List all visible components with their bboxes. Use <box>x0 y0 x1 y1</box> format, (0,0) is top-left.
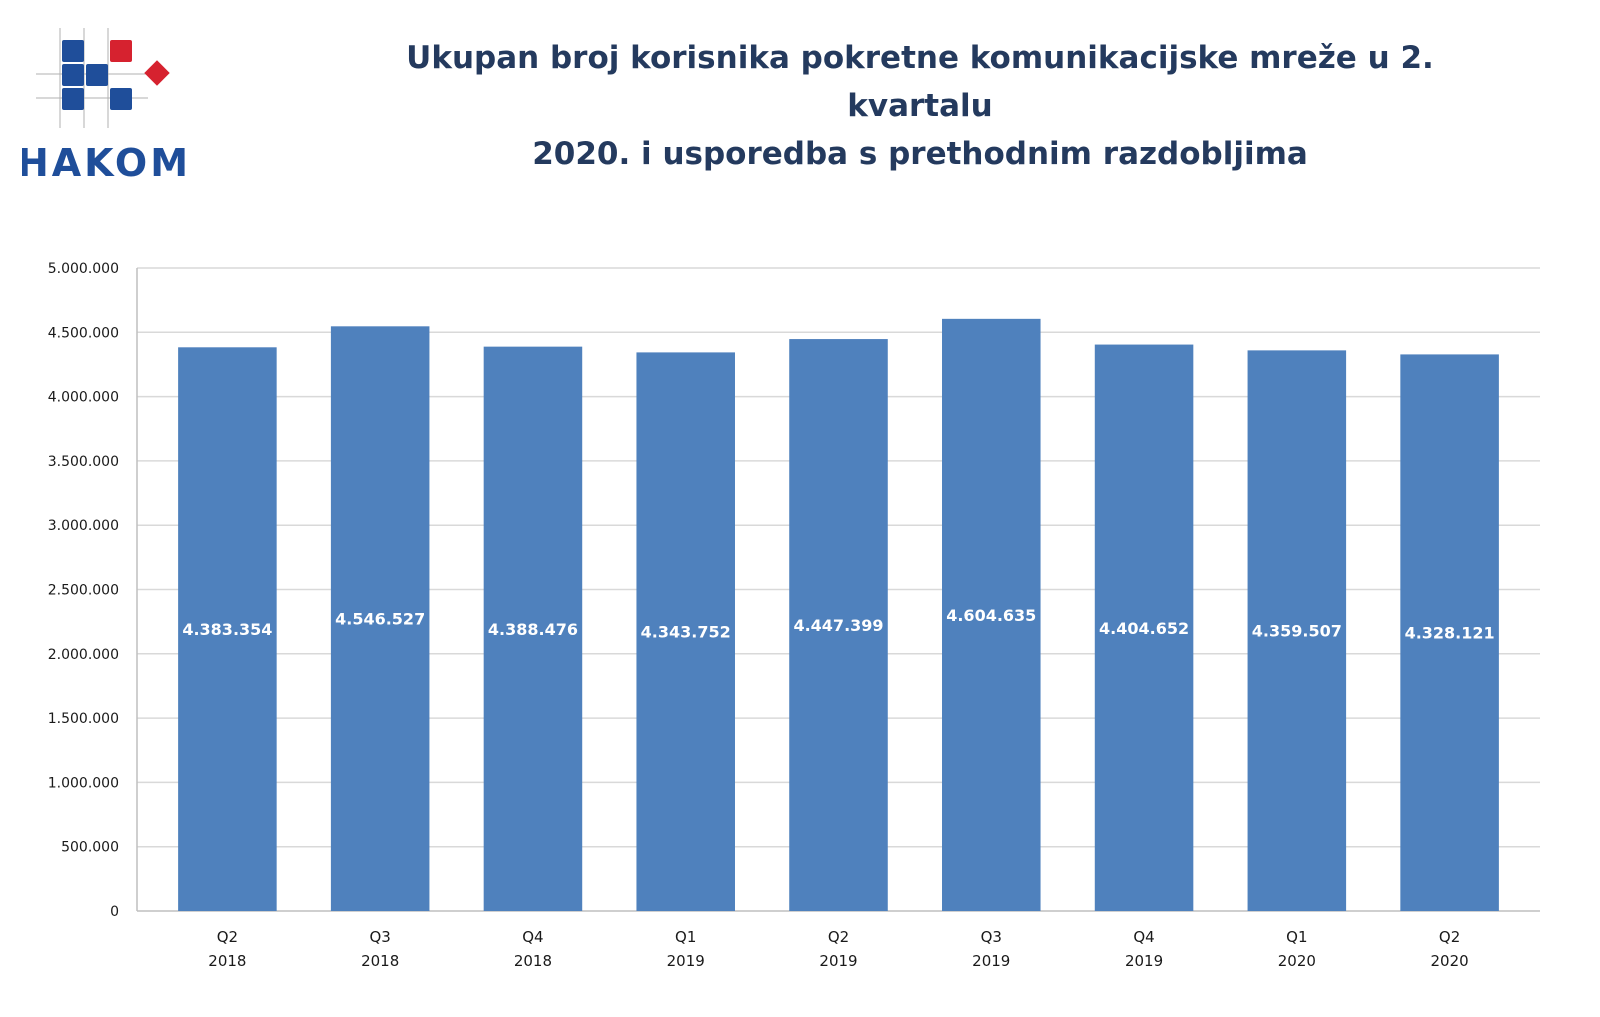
y-tick-label: 4.000.000 <box>48 390 119 406</box>
bar-value-label: 4.546.527 <box>335 610 425 629</box>
chart-title: Ukupan broj korisnika pokretne komunikac… <box>330 34 1510 178</box>
bar-value-label: 4.328.121 <box>1405 624 1495 643</box>
x-axis-category-labels: Q2 2018 Q3 2018 Q4 2018 Q1 2019 Q2 2019 Q3 2019 Q4 20… <box>208 928 1468 970</box>
x-category-year: 2018 <box>208 952 246 970</box>
x-category-quarter: Q1 <box>675 928 696 946</box>
bar-value-label: 4.404.652 <box>1099 619 1189 638</box>
y-tick-label: 4.500.000 <box>48 325 119 341</box>
bar <box>1400 354 1499 911</box>
y-tick-label: 2.000.000 <box>48 647 119 663</box>
chart-title-line-2: 2020. i usporedba s prethodnim razdoblji… <box>532 136 1308 172</box>
bar <box>330 326 430 911</box>
y-axis-tick-labels: 0 500.000 1.000.000 1.500.000 2.000.000 2.500… <box>48 261 119 920</box>
logo-square <box>110 40 132 62</box>
x-category-year: 2018 <box>361 952 399 970</box>
y-tick-label: 1.500.000 <box>48 711 119 727</box>
logo-square <box>62 88 84 110</box>
bar-value-label: 4.388.476 <box>488 620 578 639</box>
bar-value-label: 4.604.635 <box>946 606 1036 625</box>
bar <box>483 346 583 912</box>
y-tick-label: 5.000.000 <box>48 261 119 277</box>
chart-title-line-1: Ukupan broj korisnika pokretne komunikac… <box>406 40 1434 124</box>
x-category-year: 2019 <box>972 952 1010 970</box>
bar <box>1094 344 1194 911</box>
logo-square <box>86 64 108 86</box>
y-tick-label: 500.000 <box>61 840 119 856</box>
bar-value-label: 4.383.354 <box>182 620 272 639</box>
x-category-year: 2019 <box>819 952 857 970</box>
x-category-quarter: Q1 <box>1286 928 1307 946</box>
x-category-quarter: Q2 <box>1439 928 1460 946</box>
x-category-quarter: Q3 <box>981 928 1002 946</box>
x-category-year: 2020 <box>1431 952 1469 970</box>
x-category-year: 2020 <box>1278 952 1316 970</box>
y-tick-label: 3.000.000 <box>48 518 119 534</box>
y-tick-label: 3.500.000 <box>48 454 119 470</box>
bar-value-label: 4.447.399 <box>793 616 883 635</box>
hakom-logo-text: HAKOM <box>22 141 191 185</box>
bar <box>789 339 888 912</box>
bar <box>1247 350 1347 911</box>
x-category-quarter: Q4 <box>1133 928 1154 946</box>
y-tick-label: 2.500.000 <box>48 583 119 599</box>
x-category-year: 2018 <box>514 952 552 970</box>
bar <box>942 318 1041 911</box>
bar-value-label: 4.359.507 <box>1252 622 1342 641</box>
logo-square <box>110 88 132 110</box>
x-category-year: 2019 <box>667 952 705 970</box>
bars <box>178 318 1499 912</box>
y-tick-label: 1.000.000 <box>48 775 119 791</box>
hakom-logo-mark: HAKOM <box>17 28 191 185</box>
logo-square <box>62 40 84 62</box>
bar-value-label: 4.343.752 <box>641 623 731 642</box>
x-category-quarter: Q2 <box>828 928 849 946</box>
x-category-quarter: Q4 <box>522 928 543 946</box>
hakom-logo: HAKOM <box>17 18 202 188</box>
bar <box>178 347 277 912</box>
x-category-year: 2019 <box>1125 952 1163 970</box>
x-category-quarter: Q2 <box>217 928 238 946</box>
y-tick-label: 0 <box>110 904 119 920</box>
logo-square <box>62 64 84 86</box>
x-category-quarter: Q3 <box>369 928 390 946</box>
data-labels: 4.383.354 4.546.527 4.388.476 4.343.752 4.44… <box>182 606 1494 643</box>
bar <box>636 352 735 911</box>
